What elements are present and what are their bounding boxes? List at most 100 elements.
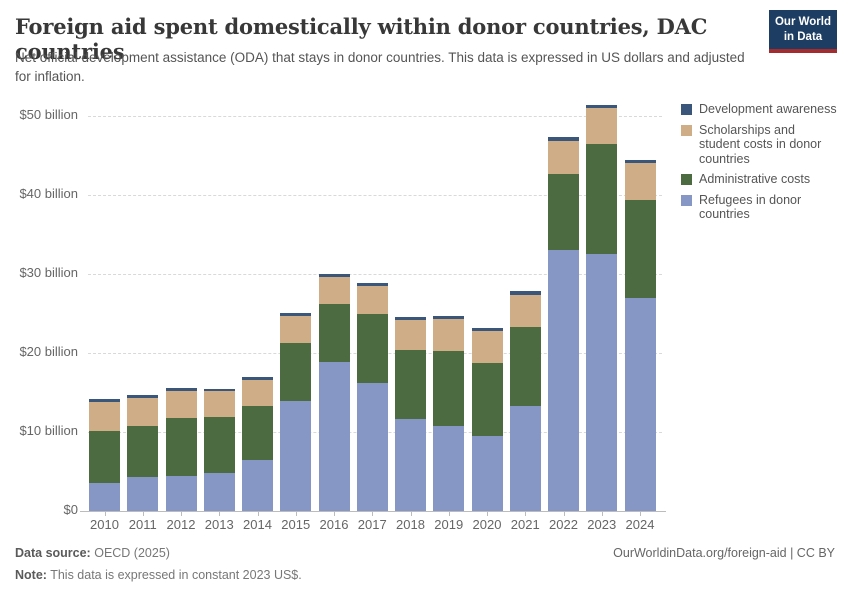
legend-item[interactable]: Refugees in donor countries — [681, 193, 839, 222]
bar-segment-2015-development[interactable] — [280, 312, 312, 316]
bar-segment-2020-scholarships[interactable] — [471, 330, 503, 364]
owid-logo-line1: Our World — [774, 16, 831, 28]
bar-segment-2022-administrative[interactable] — [548, 174, 579, 250]
x-axis-tick — [640, 512, 641, 516]
x-axis-tick — [525, 512, 527, 516]
legend-label: Administrative costs — [699, 172, 811, 186]
x-axis-tick-label: 2015 — [281, 517, 311, 532]
bar-segment-2015-refugees[interactable] — [280, 401, 312, 511]
bar-segment-2024-scholarships[interactable] — [624, 163, 656, 200]
bar-segment-2024-administrative[interactable] — [624, 199, 656, 298]
bar-segment-2019-administrative[interactable] — [433, 350, 465, 426]
owid-logo[interactable]: Our World in Data — [769, 10, 837, 53]
bar-segment-2023-development[interactable] — [586, 104, 618, 109]
bar-segment-2013-development[interactable] — [203, 388, 235, 391]
bar-segment-2010-refugees[interactable] — [89, 482, 120, 511]
footer-data-source-value: OECD (2025) — [94, 546, 170, 560]
footer-url[interactable]: OurWorldinData.org/foreign-aid | CC BY — [613, 546, 835, 560]
bar-segment-2012-refugees[interactable] — [165, 476, 197, 511]
legend-item[interactable]: Administrative costs — [681, 172, 839, 187]
x-axis-tick-label: 2017 — [357, 517, 387, 532]
bar-segment-2012-development[interactable] — [165, 387, 197, 391]
legend-swatch-icon — [681, 194, 692, 206]
bar-segment-2013-administrative[interactable] — [203, 417, 235, 474]
bar-segment-2019-refugees[interactable] — [433, 425, 465, 511]
bar-segment-2023-administrative[interactable] — [586, 144, 618, 255]
bar-segment-2012-scholarships[interactable] — [165, 390, 197, 418]
y-axis-tick-label: $50 billion — [19, 107, 78, 122]
y-axis-tick-label: $40 billion — [19, 186, 78, 201]
x-axis-tick-label: 2023 — [587, 517, 617, 532]
footer-data-source-label: Data source: — [15, 546, 91, 560]
bar-segment-2016-scholarships[interactable] — [318, 277, 350, 305]
bar-segment-2020-administrative[interactable] — [471, 363, 503, 436]
bar-segment-2018-refugees[interactable] — [395, 418, 426, 511]
bar-segment-2015-scholarships[interactable] — [280, 315, 312, 343]
x-axis-tick-label: 2024 — [625, 517, 655, 532]
bar-segment-2016-refugees[interactable] — [318, 362, 350, 511]
bar-segment-2018-scholarships[interactable] — [395, 319, 426, 350]
x-axis-tick — [601, 512, 603, 516]
legend-swatch-icon — [681, 174, 692, 185]
x-axis-tick-label: 2016 — [319, 517, 349, 532]
bar-segment-2023-refugees[interactable] — [586, 254, 618, 511]
plot-area — [88, 104, 662, 511]
bar-segment-2014-scholarships[interactable] — [242, 379, 273, 406]
bar-segment-2017-scholarships[interactable] — [356, 285, 388, 314]
x-axis-tick-label: 2021 — [510, 517, 540, 532]
bar-segment-2012-administrative[interactable] — [165, 417, 197, 477]
bar-segment-2015-administrative[interactable] — [280, 342, 312, 402]
bar-segment-2011-refugees[interactable] — [127, 477, 159, 511]
bar-segment-2021-development[interactable] — [509, 291, 541, 295]
bar-segment-2021-scholarships[interactable] — [509, 294, 541, 327]
bar-segment-2016-administrative[interactable] — [318, 304, 350, 363]
bar-segment-2010-scholarships[interactable] — [89, 402, 120, 432]
bar-segment-2013-scholarships[interactable] — [203, 390, 235, 417]
y-axis-tick-label: $20 billion — [19, 344, 78, 359]
bar-segment-2014-development[interactable] — [242, 376, 273, 380]
bar-segment-2019-development[interactable] — [433, 315, 465, 320]
x-axis-tick — [372, 512, 374, 516]
x-axis-tick — [448, 512, 450, 516]
bar-segment-2017-development[interactable] — [356, 282, 388, 286]
chart-subtitle: Net official development assistance (ODA… — [15, 50, 745, 85]
bar-segment-2018-development[interactable] — [395, 316, 426, 320]
bar-segment-2017-administrative[interactable] — [356, 313, 388, 384]
bar-segment-2024-refugees[interactable] — [624, 297, 656, 511]
gridline — [88, 116, 662, 117]
bar-segment-2018-administrative[interactable] — [395, 349, 426, 419]
bar-segment-2014-administrative[interactable] — [242, 405, 273, 460]
x-axis-tick — [295, 512, 297, 516]
bar-segment-2021-refugees[interactable] — [509, 405, 541, 511]
bar-segment-2017-refugees[interactable] — [356, 383, 388, 511]
x-axis-tick — [219, 512, 221, 516]
bar-segment-2022-refugees[interactable] — [548, 249, 579, 511]
x-axis-tick-label: 2012 — [166, 517, 196, 532]
legend-item[interactable]: Scholarships and student costs in donor … — [681, 123, 839, 167]
bar-segment-2020-development[interactable] — [471, 327, 503, 331]
bar-segment-2023-scholarships[interactable] — [586, 108, 618, 145]
bar-segment-2010-development[interactable] — [89, 398, 120, 402]
bar-segment-2020-refugees[interactable] — [471, 435, 503, 511]
bar-segment-2021-administrative[interactable] — [509, 326, 541, 406]
bar-segment-2011-development[interactable] — [127, 394, 159, 399]
bar-segment-2010-administrative[interactable] — [89, 431, 120, 483]
bar-segment-2024-development[interactable] — [624, 160, 656, 164]
footer-note: Note: This data is expressed in constant… — [15, 568, 302, 582]
bar-segment-2022-scholarships[interactable] — [548, 140, 579, 175]
x-axis-tick-label: 2020 — [472, 517, 502, 532]
bar-segment-2011-scholarships[interactable] — [127, 398, 159, 426]
bar-segment-2019-scholarships[interactable] — [433, 319, 465, 351]
bar-segment-2016-development[interactable] — [318, 274, 350, 278]
y-axis-tick-label: $0 — [63, 502, 78, 517]
bar-segment-2014-refugees[interactable] — [242, 459, 273, 511]
legend-item[interactable]: Development awareness — [681, 102, 839, 117]
x-axis-tick — [257, 512, 259, 516]
legend-swatch-icon — [681, 104, 692, 115]
bar-segment-2022-development[interactable] — [548, 137, 579, 141]
bar-segment-2013-refugees[interactable] — [203, 473, 235, 511]
bar-segment-2011-administrative[interactable] — [127, 425, 159, 478]
chart-title: Foreign aid spent domestically within do… — [15, 14, 708, 64]
x-axis-tick-label: 2011 — [128, 517, 157, 532]
